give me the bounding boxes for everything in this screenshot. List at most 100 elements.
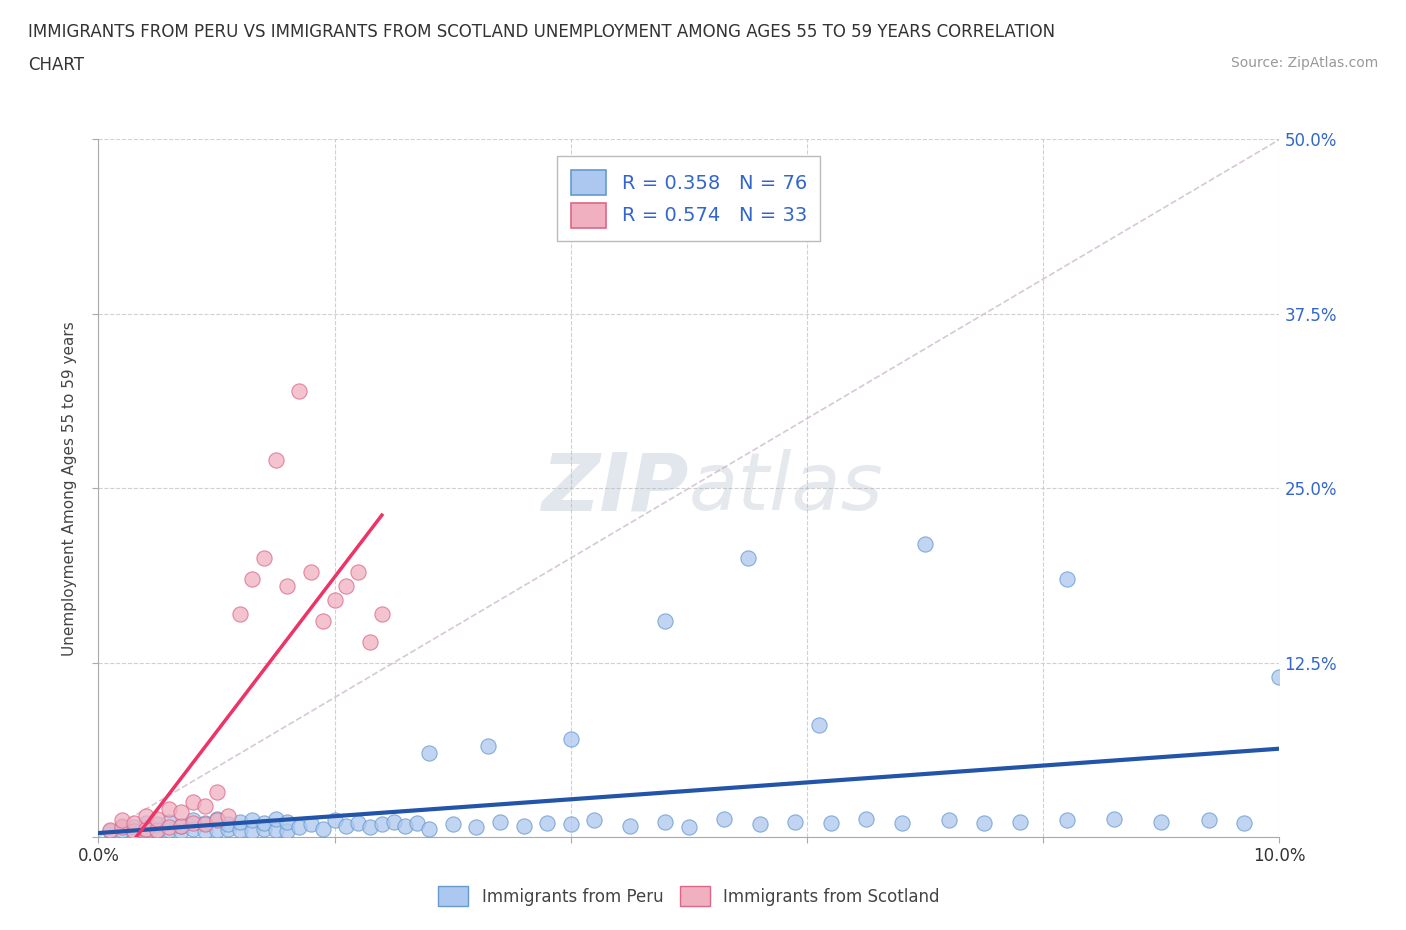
Point <box>146 824 169 839</box>
Point <box>157 802 180 817</box>
Point <box>654 614 676 629</box>
Point <box>157 815 180 830</box>
Point <box>253 816 276 830</box>
Point <box>489 815 512 830</box>
Point <box>335 818 357 833</box>
Point <box>890 816 912 830</box>
Point <box>560 732 582 747</box>
Point <box>205 811 228 827</box>
Point <box>181 821 204 836</box>
Point <box>111 813 134 828</box>
Point <box>240 813 263 828</box>
Text: ZIP: ZIP <box>541 449 689 527</box>
Point <box>1233 816 1256 830</box>
Point <box>1150 815 1173 830</box>
Point <box>170 804 193 819</box>
Point <box>264 453 287 468</box>
Point <box>560 817 582 832</box>
Point <box>157 820 180 835</box>
Point <box>347 816 370 830</box>
Point <box>276 824 298 839</box>
Point <box>737 551 759 565</box>
Point <box>135 821 157 836</box>
Point <box>406 816 429 830</box>
Point <box>619 818 641 833</box>
Point <box>170 818 193 833</box>
Point <box>1198 813 1220 828</box>
Point <box>347 565 370 579</box>
Point <box>111 823 134 838</box>
Point <box>1056 571 1078 587</box>
Point <box>785 815 807 830</box>
Point <box>323 813 346 828</box>
Point <box>1268 670 1291 684</box>
Point <box>276 578 298 593</box>
Point <box>371 817 394 832</box>
Point <box>240 824 263 839</box>
Point <box>441 817 464 832</box>
Point <box>264 811 287 827</box>
Point <box>229 815 252 830</box>
Point <box>122 820 145 835</box>
Point <box>111 820 134 835</box>
Point <box>170 824 193 839</box>
Point <box>359 820 381 835</box>
Point <box>253 821 276 836</box>
Point <box>122 824 145 839</box>
Point <box>122 826 145 841</box>
Point <box>465 820 488 835</box>
Y-axis label: Unemployment Among Ages 55 to 59 years: Unemployment Among Ages 55 to 59 years <box>62 321 77 656</box>
Point <box>299 565 322 579</box>
Point <box>98 823 121 838</box>
Point <box>1008 815 1031 830</box>
Text: IMMIGRANTS FROM PERU VS IMMIGRANTS FROM SCOTLAND UNEMPLOYMENT AMONG AGES 55 TO 5: IMMIGRANTS FROM PERU VS IMMIGRANTS FROM … <box>28 23 1056 41</box>
Point <box>713 811 735 827</box>
Point <box>181 794 204 809</box>
Point <box>146 811 169 827</box>
Point <box>98 824 121 839</box>
Point <box>512 818 534 833</box>
Point <box>253 551 276 565</box>
Point <box>157 823 180 838</box>
Point <box>288 820 311 835</box>
Point <box>1056 813 1078 828</box>
Point <box>312 614 335 629</box>
Point <box>359 634 381 649</box>
Point <box>299 817 322 832</box>
Point <box>264 823 287 838</box>
Point <box>807 718 830 733</box>
Point <box>205 823 228 838</box>
Text: atlas: atlas <box>689 449 884 527</box>
Point <box>312 821 335 836</box>
Point <box>288 383 311 398</box>
Point <box>122 816 145 830</box>
Point <box>418 821 440 836</box>
Point <box>418 746 440 761</box>
Point <box>855 811 877 827</box>
Point <box>194 816 217 830</box>
Point <box>1102 811 1125 827</box>
Point <box>973 816 995 830</box>
Point <box>217 809 239 824</box>
Point <box>371 606 394 621</box>
Point <box>382 815 405 830</box>
Point <box>323 592 346 607</box>
Point <box>536 816 558 830</box>
Point <box>217 821 239 836</box>
Point <box>229 823 252 838</box>
Point <box>820 816 842 830</box>
Point <box>135 809 157 824</box>
Point <box>111 818 134 833</box>
Point <box>194 817 217 832</box>
Point <box>146 817 169 832</box>
Point <box>170 818 193 833</box>
Point <box>335 578 357 593</box>
Point <box>654 815 676 830</box>
Text: CHART: CHART <box>28 56 84 73</box>
Point <box>181 813 204 828</box>
Point <box>135 816 157 830</box>
Point <box>938 813 960 828</box>
Point <box>914 537 936 551</box>
Point <box>583 813 606 828</box>
Point <box>276 815 298 830</box>
